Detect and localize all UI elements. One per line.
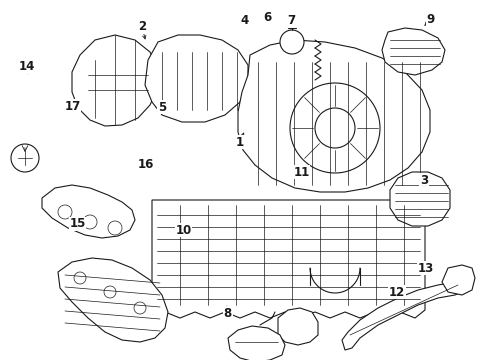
Polygon shape: [72, 35, 158, 126]
Polygon shape: [145, 35, 247, 122]
Circle shape: [289, 83, 379, 173]
Text: 17: 17: [64, 100, 81, 113]
Text: 16: 16: [138, 158, 154, 171]
Text: 2: 2: [138, 21, 146, 33]
Text: 6: 6: [263, 11, 271, 24]
Text: 3: 3: [419, 174, 427, 186]
Text: 1: 1: [236, 136, 244, 149]
Text: 7: 7: [287, 14, 295, 27]
Text: 10: 10: [175, 224, 191, 237]
Text: 8: 8: [224, 307, 231, 320]
Text: 4: 4: [241, 14, 248, 27]
Circle shape: [11, 144, 39, 172]
Polygon shape: [381, 28, 444, 75]
Circle shape: [314, 108, 354, 148]
Text: 5: 5: [157, 101, 165, 114]
Text: 9: 9: [425, 13, 433, 26]
Text: 14: 14: [19, 60, 35, 73]
Polygon shape: [152, 200, 424, 318]
Polygon shape: [227, 326, 285, 360]
Circle shape: [134, 302, 146, 314]
Polygon shape: [278, 308, 317, 345]
Text: 11: 11: [293, 166, 309, 179]
Circle shape: [280, 30, 304, 54]
Polygon shape: [238, 40, 429, 192]
Polygon shape: [389, 172, 449, 226]
Text: 12: 12: [388, 286, 404, 299]
Circle shape: [58, 205, 72, 219]
Text: 13: 13: [416, 262, 432, 275]
Circle shape: [83, 215, 97, 229]
Circle shape: [74, 272, 86, 284]
Polygon shape: [341, 280, 461, 350]
Circle shape: [108, 221, 122, 235]
Polygon shape: [42, 185, 135, 238]
Polygon shape: [441, 265, 474, 295]
Text: 15: 15: [69, 217, 85, 230]
Circle shape: [104, 286, 116, 298]
Polygon shape: [58, 258, 168, 342]
